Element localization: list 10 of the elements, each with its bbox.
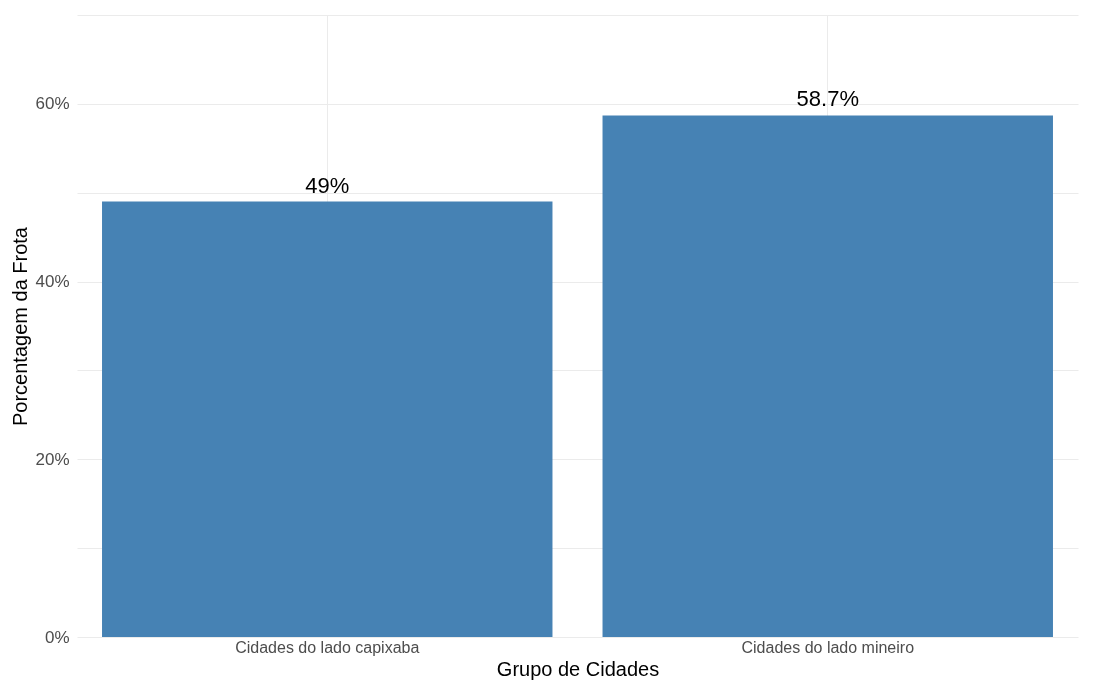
y-tick-label: 60%: [35, 94, 70, 114]
x-axis-title: Grupo de Cidades: [496, 657, 660, 680]
y-tick-label: 20%: [35, 449, 70, 469]
x-tick-label: Cidades do lado capixaba: [235, 638, 420, 656]
y-tick-label: 40%: [35, 272, 70, 292]
y-tick-label: 0%: [44, 627, 70, 647]
data-label: 49%: [305, 172, 350, 198]
x-tick-label: Cidades do lado mineiro: [741, 638, 915, 656]
y-axis-title: Porcentagem da Frota: [9, 226, 32, 426]
data-label: 58.7%: [796, 86, 859, 112]
